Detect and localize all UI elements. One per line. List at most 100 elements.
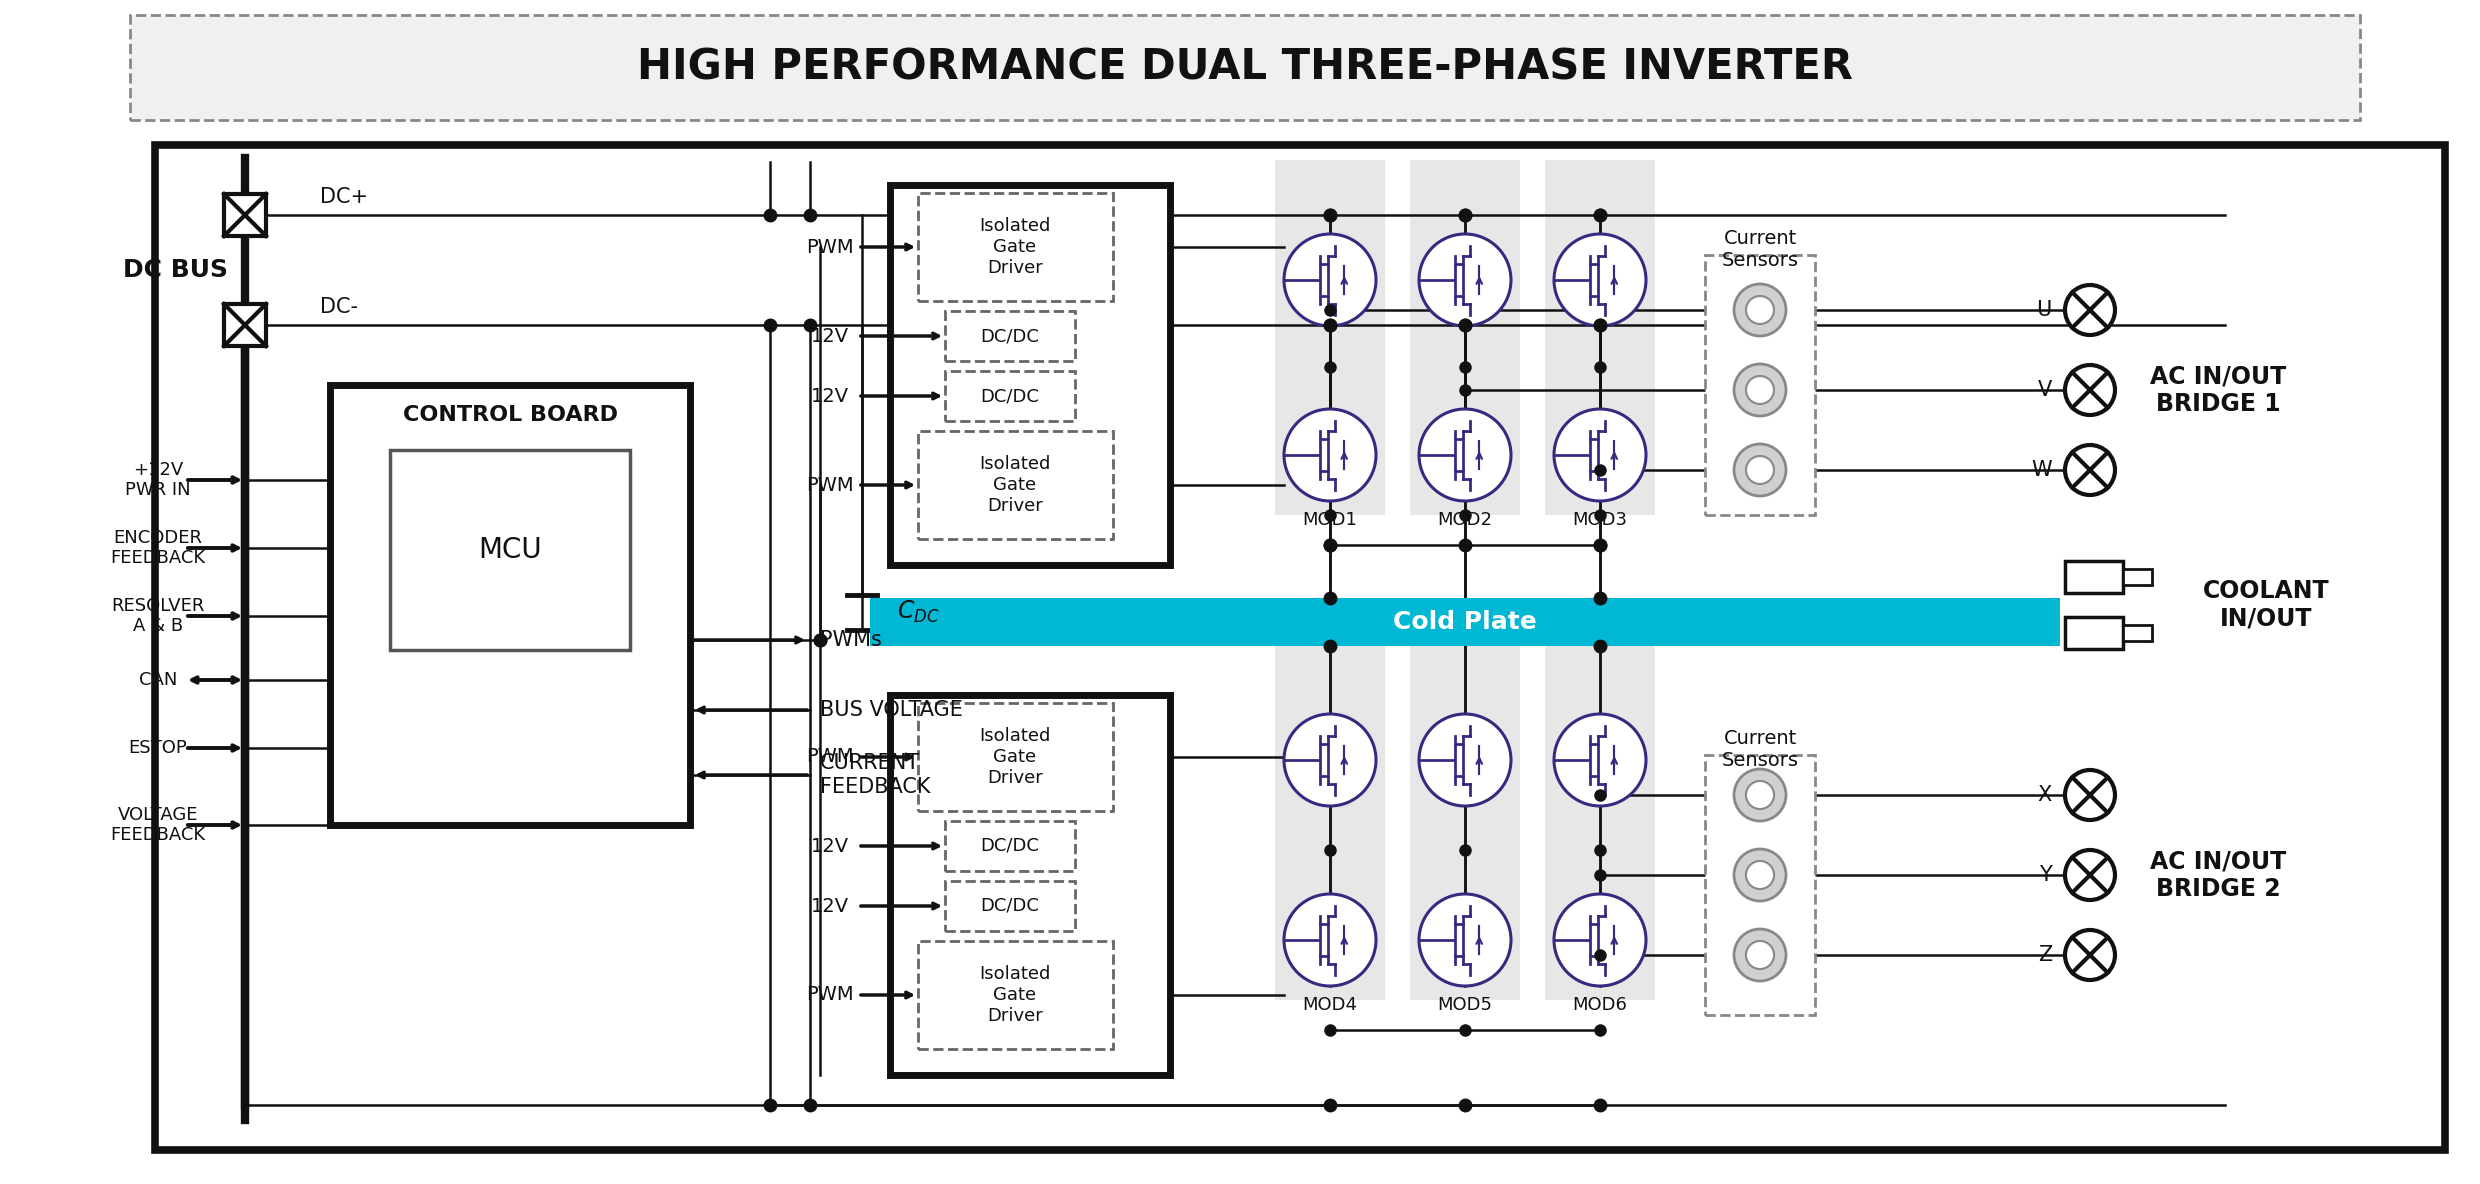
Text: DC/DC: DC/DC: [980, 837, 1039, 855]
Bar: [945, 881, 1074, 931]
Circle shape: [2066, 285, 2115, 335]
Text: Isolated
Gate
Driver: Isolated Gate Driver: [980, 727, 1052, 787]
Circle shape: [1734, 363, 1786, 416]
Text: MOD4: MOD4: [1302, 996, 1357, 1014]
Bar: [918, 703, 1114, 811]
Text: 12V: 12V: [811, 327, 848, 346]
Text: CONTROL BOARD: CONTROL BOARD: [402, 405, 618, 425]
Circle shape: [1734, 284, 1786, 336]
Text: PWM: PWM: [806, 985, 853, 1004]
Circle shape: [1734, 929, 1786, 982]
Text: AC IN/OUT
BRIDGE 2: AC IN/OUT BRIDGE 2: [2150, 849, 2287, 901]
Circle shape: [2066, 929, 2115, 980]
Bar: [918, 431, 1114, 539]
Text: PWM: PWM: [806, 238, 853, 257]
Bar: [918, 941, 1114, 1049]
Text: Current
Sensors: Current Sensors: [1721, 728, 1798, 770]
Bar: [1706, 255, 1815, 515]
Text: Current
Sensors: Current Sensors: [1721, 229, 1798, 270]
Bar: [156, 144, 2445, 1150]
Circle shape: [1746, 456, 1773, 484]
Text: X: X: [2039, 785, 2051, 805]
Text: MCU: MCU: [479, 536, 541, 564]
Bar: [389, 450, 630, 650]
Circle shape: [1419, 894, 1510, 986]
Text: 12V: 12V: [811, 896, 848, 915]
Bar: [1706, 755, 1815, 1015]
Text: DC+: DC+: [320, 187, 367, 207]
Bar: [1275, 160, 1384, 515]
Circle shape: [1285, 408, 1376, 501]
Text: PWM: PWM: [806, 747, 853, 766]
Text: W: W: [2031, 461, 2051, 480]
Text: V: V: [2039, 380, 2051, 400]
Bar: [945, 311, 1074, 361]
Bar: [129, 15, 2361, 120]
Bar: [1411, 160, 1520, 515]
Bar: [223, 304, 265, 346]
Bar: [2066, 617, 2123, 649]
Text: Isolated
Gate
Driver: Isolated Gate Driver: [980, 965, 1052, 1025]
Bar: [1411, 641, 1520, 1000]
Text: MOD2: MOD2: [1438, 511, 1493, 529]
Bar: [2066, 561, 2123, 593]
Circle shape: [1746, 781, 1773, 809]
Text: HIGH PERFORMANCE DUAL THREE-PHASE INVERTER: HIGH PERFORMANCE DUAL THREE-PHASE INVERT…: [637, 46, 1853, 89]
Bar: [2123, 625, 2153, 641]
Circle shape: [1734, 768, 1786, 821]
Text: +12V
PWR IN: +12V PWR IN: [124, 461, 191, 500]
Text: AC IN/OUT
BRIDGE 1: AC IN/OUT BRIDGE 1: [2150, 365, 2287, 416]
Text: DC/DC: DC/DC: [980, 387, 1039, 405]
Text: MOD1: MOD1: [1302, 511, 1357, 529]
Circle shape: [1419, 234, 1510, 326]
Text: CAN: CAN: [139, 671, 176, 689]
Text: BUS VOLTAGE: BUS VOLTAGE: [821, 700, 962, 720]
Text: Cold Plate: Cold Plate: [1394, 610, 1538, 633]
Text: DC BUS: DC BUS: [122, 258, 228, 282]
Circle shape: [1555, 408, 1647, 501]
Text: 12V: 12V: [811, 386, 848, 405]
Bar: [870, 598, 2061, 646]
Bar: [945, 821, 1074, 871]
Bar: [945, 371, 1074, 422]
Text: MOD5: MOD5: [1438, 996, 1493, 1014]
Text: Y: Y: [2039, 866, 2051, 884]
Bar: [1545, 160, 1654, 515]
Circle shape: [1746, 861, 1773, 889]
Text: DC-: DC-: [320, 297, 357, 317]
Text: ENCODER
FEEDBACK: ENCODER FEEDBACK: [112, 528, 206, 567]
Text: RESOLVER
A & B: RESOLVER A & B: [112, 597, 206, 636]
Text: Isolated
Gate
Driver: Isolated Gate Driver: [980, 455, 1052, 515]
Bar: [890, 185, 1171, 565]
Text: $C_{DC}$: $C_{DC}$: [898, 599, 940, 625]
Circle shape: [1285, 234, 1376, 326]
Bar: [330, 385, 689, 825]
Bar: [223, 194, 265, 236]
Circle shape: [1419, 714, 1510, 806]
Bar: [918, 193, 1114, 301]
Circle shape: [1555, 234, 1647, 326]
Circle shape: [2066, 445, 2115, 495]
Circle shape: [1285, 894, 1376, 986]
Circle shape: [2066, 850, 2115, 900]
Text: ESTOP: ESTOP: [129, 739, 188, 757]
Circle shape: [1746, 296, 1773, 324]
Text: Z: Z: [2039, 945, 2051, 965]
Circle shape: [1734, 444, 1786, 496]
Bar: [1545, 641, 1654, 1000]
Circle shape: [1734, 849, 1786, 901]
Circle shape: [1746, 941, 1773, 969]
Circle shape: [2066, 770, 2115, 821]
Text: MOD6: MOD6: [1572, 996, 1627, 1014]
Text: MOD3: MOD3: [1572, 511, 1627, 529]
Text: PWM: PWM: [806, 476, 853, 495]
Text: COOLANT
IN/OUT: COOLANT IN/OUT: [2202, 579, 2329, 631]
Text: PWMs: PWMs: [821, 630, 883, 650]
Text: 12V: 12V: [811, 837, 848, 856]
Text: DC/DC: DC/DC: [980, 327, 1039, 345]
Bar: [2123, 570, 2153, 585]
Circle shape: [1419, 408, 1510, 501]
Text: U: U: [2036, 300, 2051, 320]
Circle shape: [1555, 894, 1647, 986]
Circle shape: [2066, 365, 2115, 416]
